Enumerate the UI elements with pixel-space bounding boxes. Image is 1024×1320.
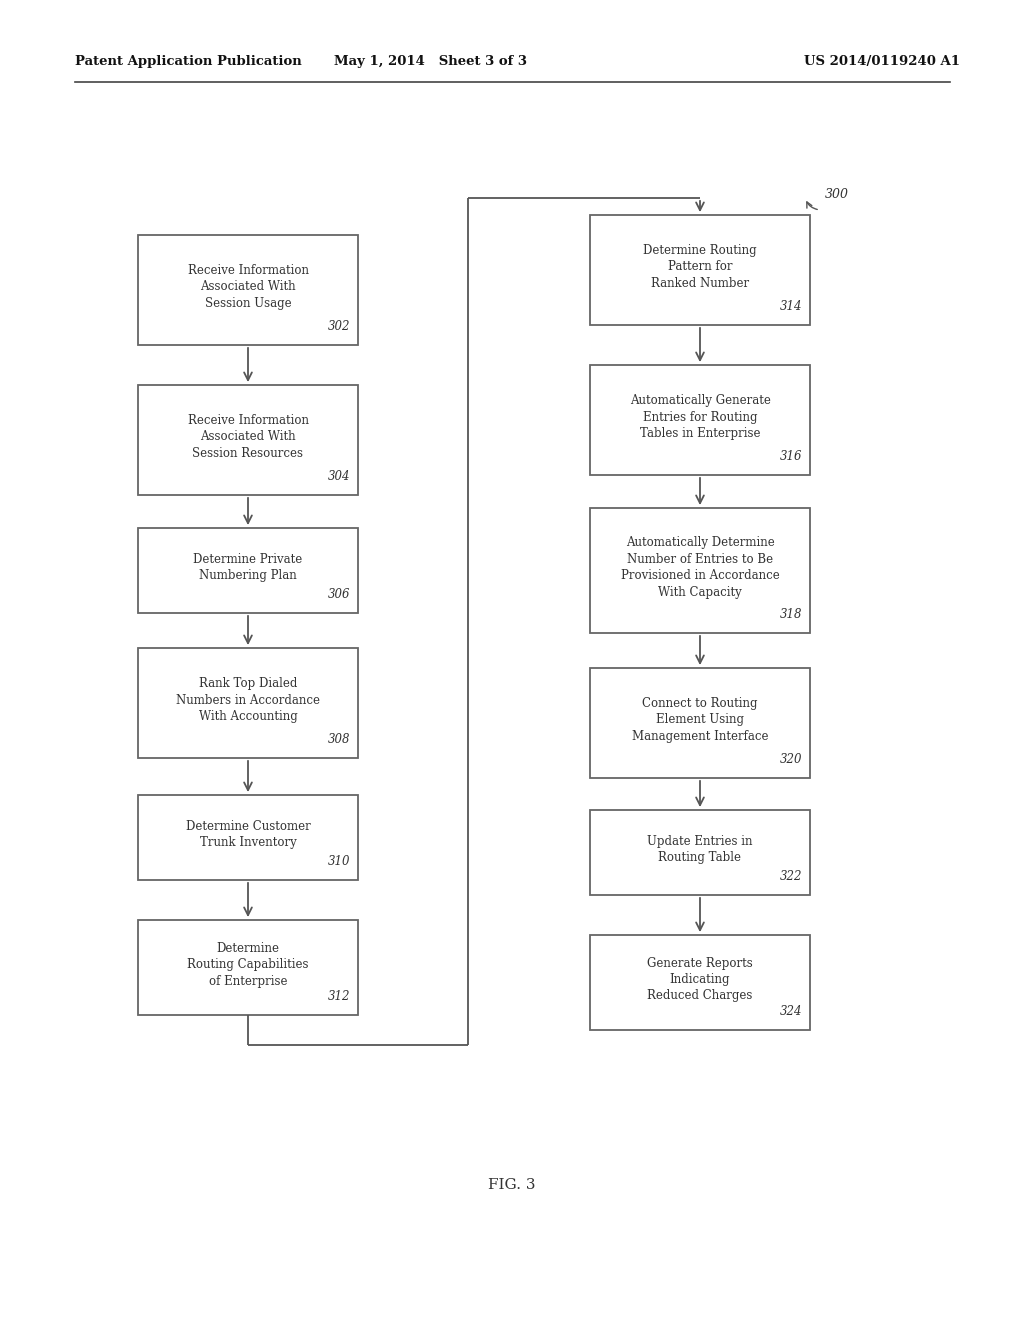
Text: Receive Information
Associated With
Session Resources: Receive Information Associated With Sess… [187,414,308,459]
Text: 308: 308 [328,733,350,746]
Text: 320: 320 [779,752,802,766]
Text: Automatically Determine
Number of Entries to Be
Provisioned in Accordance
With C: Automatically Determine Number of Entrie… [621,536,779,599]
Bar [590,215,810,325]
Text: 306: 306 [328,587,350,601]
Text: May 1, 2014   Sheet 3 of 3: May 1, 2014 Sheet 3 of 3 [334,55,526,69]
Text: 324: 324 [779,1005,802,1018]
Text: Determine Routing
Pattern for
Ranked Number: Determine Routing Pattern for Ranked Num… [643,244,757,290]
Bar [138,795,358,880]
Text: Generate Reports
Indicating
Reduced Charges: Generate Reports Indicating Reduced Char… [647,957,753,1002]
Text: Determine Private
Numbering Plan: Determine Private Numbering Plan [194,553,303,582]
Bar [590,935,810,1030]
Text: 322: 322 [779,870,802,883]
Text: 312: 312 [328,990,350,1003]
Text: Automatically Generate
Entries for Routing
Tables in Enterprise: Automatically Generate Entries for Routi… [630,393,770,440]
Text: 304: 304 [328,470,350,483]
Text: Connect to Routing
Element Using
Management Interface: Connect to Routing Element Using Managem… [632,697,768,743]
Text: Receive Information
Associated With
Session Usage: Receive Information Associated With Sess… [187,264,308,310]
Bar [138,528,358,612]
Text: 310: 310 [328,855,350,869]
Text: 318: 318 [779,609,802,620]
Bar [138,385,358,495]
Text: Update Entries in
Routing Table: Update Entries in Routing Table [647,834,753,865]
Text: Determine Customer
Trunk Inventory: Determine Customer Trunk Inventory [185,820,310,849]
Bar [590,508,810,634]
Bar [590,366,810,475]
Text: Determine
Routing Capabilities
of Enterprise: Determine Routing Capabilities of Enterp… [187,941,309,987]
Text: 302: 302 [328,319,350,333]
Text: 316: 316 [779,450,802,463]
Text: 314: 314 [779,300,802,313]
Text: US 2014/0119240 A1: US 2014/0119240 A1 [804,55,961,69]
Text: 300: 300 [825,189,849,202]
Bar [138,920,358,1015]
Text: FIG. 3: FIG. 3 [488,1177,536,1192]
Bar [590,810,810,895]
Text: Rank Top Dialed
Numbers in Accordance
With Accounting: Rank Top Dialed Numbers in Accordance Wi… [176,677,319,723]
Bar [138,235,358,345]
Bar [138,648,358,758]
Bar [590,668,810,777]
Text: Patent Application Publication: Patent Application Publication [75,55,302,69]
